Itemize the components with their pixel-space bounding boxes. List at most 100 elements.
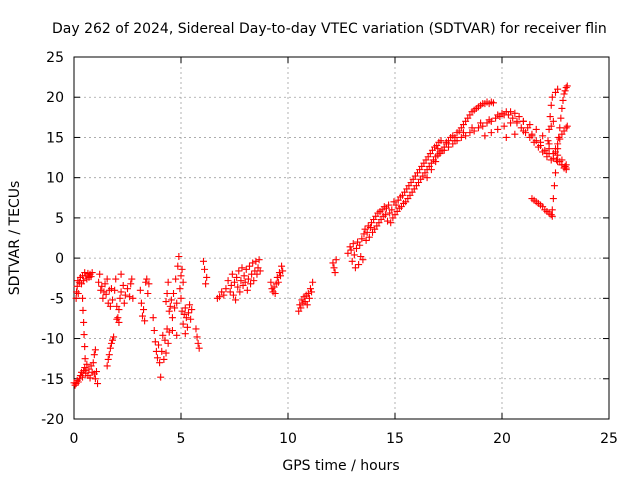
- data-point: [94, 380, 102, 388]
- data-point: [109, 336, 117, 344]
- data-point: [165, 307, 173, 315]
- data-point: [117, 288, 125, 296]
- y-tick-label: 25: [46, 50, 64, 66]
- data-point: [296, 301, 304, 309]
- data-point: [242, 265, 250, 273]
- x-axis-label: GPS time / hours: [282, 458, 399, 474]
- data-point: [556, 124, 564, 132]
- data-point: [515, 113, 523, 121]
- data-point: [81, 343, 89, 351]
- data-point: [119, 281, 127, 289]
- data-point: [80, 277, 88, 285]
- x-tick-label: 10: [279, 431, 297, 447]
- data-point: [273, 273, 281, 281]
- data-point: [558, 104, 566, 112]
- data-point: [305, 294, 313, 302]
- x-tick-label: 25: [600, 431, 618, 447]
- data-point: [175, 253, 183, 261]
- data-point: [145, 280, 153, 288]
- data-point: [91, 375, 99, 383]
- x-tick-label: 5: [177, 431, 186, 447]
- data-point: [79, 373, 87, 381]
- data-point: [481, 132, 489, 140]
- data-point: [297, 304, 305, 312]
- data-point: [228, 270, 236, 278]
- data-point: [509, 114, 517, 122]
- data-point: [164, 278, 172, 286]
- data-point: [138, 312, 146, 320]
- data-point: [83, 360, 91, 368]
- data-point: [111, 286, 119, 294]
- data-point: [329, 259, 337, 267]
- data-point: [115, 306, 123, 314]
- data-point: [549, 195, 557, 203]
- data-point: [149, 314, 157, 322]
- data-point: [502, 133, 510, 141]
- data-point: [355, 261, 363, 269]
- data-point: [106, 344, 114, 352]
- data-point: [442, 138, 450, 146]
- data-point: [116, 294, 124, 302]
- data-point: [459, 129, 467, 137]
- data-point: [561, 87, 569, 95]
- data-point: [79, 294, 87, 302]
- data-point: [303, 301, 311, 309]
- data-point: [115, 318, 123, 326]
- data-point: [549, 117, 557, 125]
- data-point: [161, 336, 169, 344]
- data-point: [174, 262, 182, 270]
- data-point: [547, 211, 555, 219]
- data-point: [437, 137, 445, 145]
- data-point: [385, 201, 393, 209]
- data-point: [173, 331, 181, 339]
- data-point: [162, 298, 170, 306]
- data-point: [544, 137, 552, 145]
- data-point: [120, 299, 128, 307]
- x-tick-label: 0: [70, 431, 79, 447]
- data-point: [245, 262, 253, 270]
- data-point: [427, 166, 435, 174]
- data-point: [562, 166, 570, 174]
- y-tick-label: -10: [41, 332, 64, 348]
- data-point: [360, 230, 368, 238]
- y-tick-label: -15: [41, 372, 64, 388]
- data-point: [90, 351, 98, 359]
- data-point: [548, 212, 556, 220]
- data-point: [96, 270, 104, 278]
- data-point: [423, 174, 431, 182]
- y-tick-label: 0: [55, 251, 64, 267]
- data-point: [227, 281, 235, 289]
- data-point: [114, 314, 122, 322]
- data-point: [220, 291, 228, 299]
- data-point: [201, 265, 209, 273]
- data-point: [388, 206, 396, 214]
- y-tick-label: -5: [50, 291, 64, 307]
- data-point: [89, 359, 97, 367]
- data-point: [387, 219, 395, 227]
- data-point: [81, 269, 89, 277]
- data-point: [80, 318, 88, 326]
- data-point: [112, 275, 120, 283]
- x-tick-label: 20: [493, 431, 511, 447]
- data-point: [449, 140, 457, 148]
- data-point: [349, 240, 357, 248]
- data-point: [235, 267, 243, 275]
- data-point: [87, 273, 95, 281]
- data-point: [562, 84, 570, 92]
- data-point: [103, 362, 111, 370]
- data-point: [528, 132, 536, 140]
- data-point: [166, 302, 174, 310]
- data-point: [195, 344, 203, 352]
- data-point: [500, 122, 508, 130]
- data-point: [129, 294, 137, 302]
- data-point: [434, 145, 442, 153]
- data-point: [136, 286, 144, 294]
- data-point: [155, 341, 163, 349]
- data-point: [181, 330, 189, 338]
- data-point: [308, 288, 316, 296]
- data-point: [306, 285, 314, 293]
- data-point: [274, 278, 282, 286]
- data-point: [80, 331, 88, 339]
- data-point: [511, 130, 519, 138]
- data-point: [92, 368, 100, 376]
